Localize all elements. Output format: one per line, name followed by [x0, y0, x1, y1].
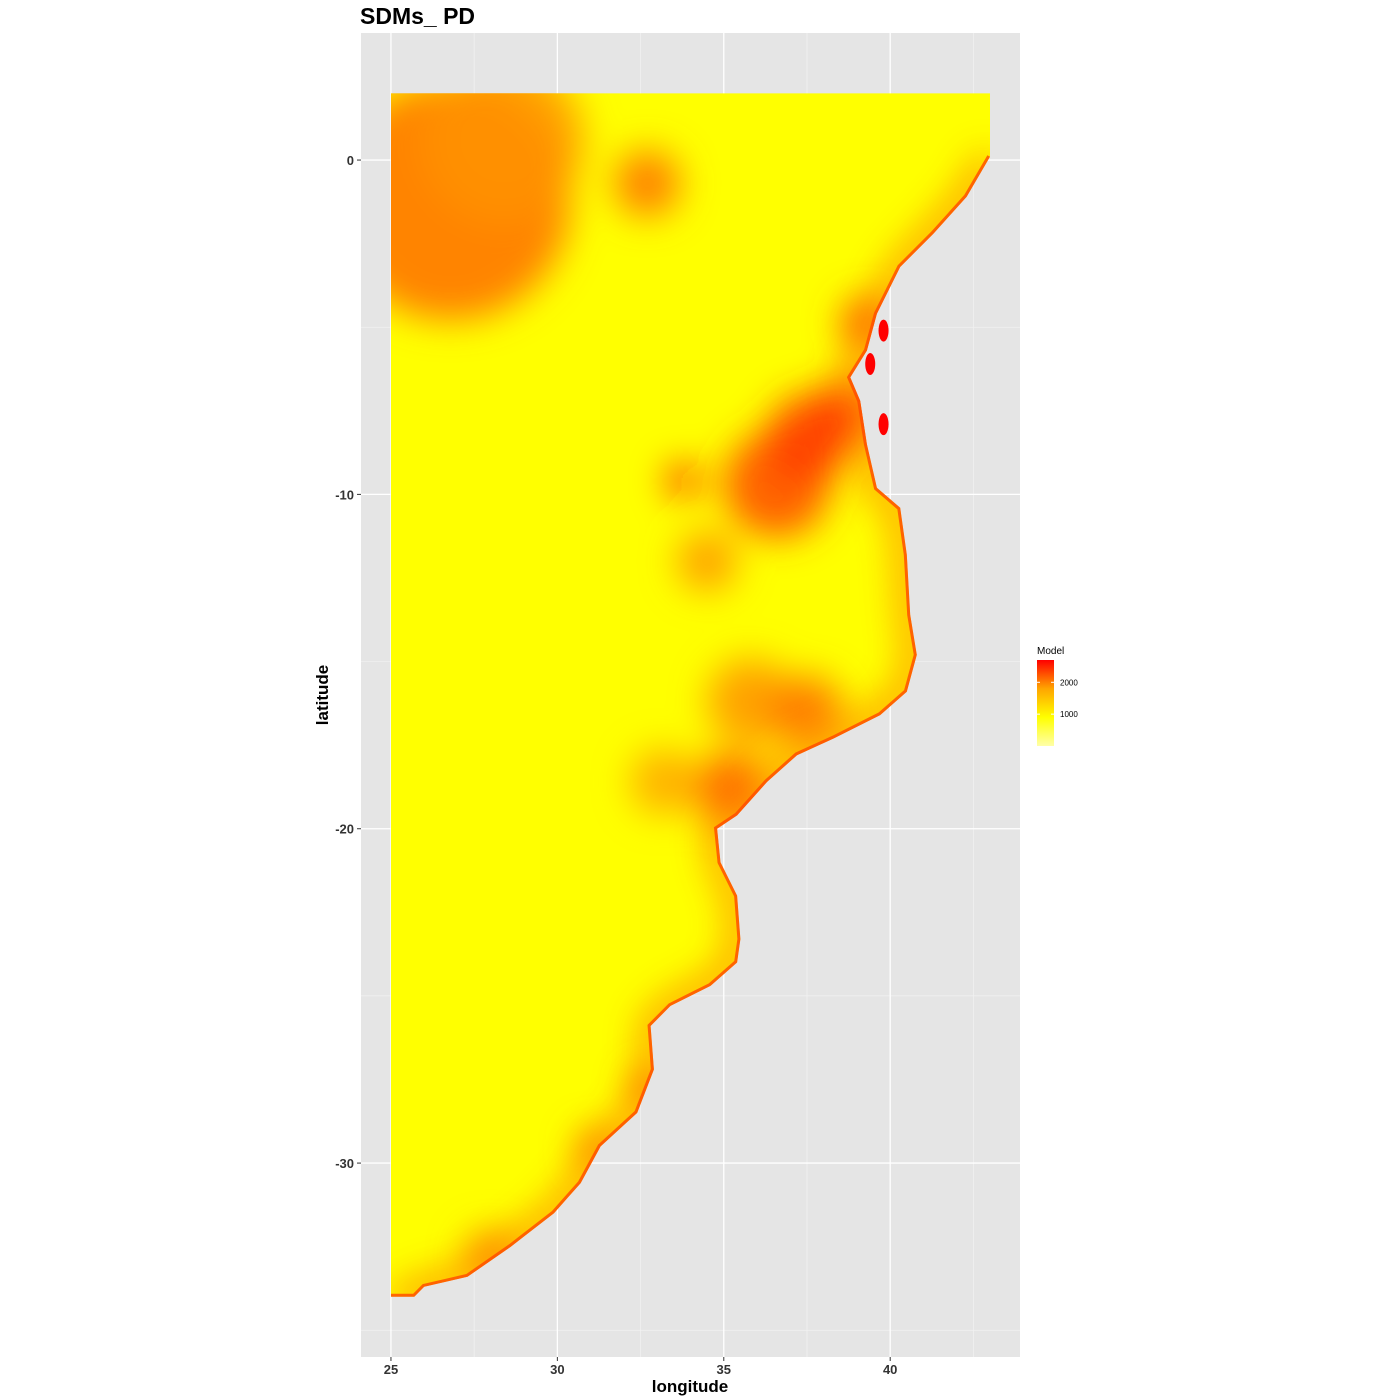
y-tick-label: -20: [335, 822, 354, 837]
legend: Model 2000 1000: [1037, 646, 1078, 746]
legend-title: Model: [1037, 646, 1064, 657]
land-area: [391, 93, 990, 1297]
hotspot-layer: [391, 93, 894, 1284]
hotspot: [770, 674, 844, 749]
island: [865, 353, 876, 375]
x-tick-label: 40: [883, 1362, 897, 1377]
hotspot: [707, 658, 794, 746]
legend-colorbar: [1037, 660, 1054, 746]
x-axis-title: longitude: [652, 1377, 728, 1396]
legend-ticks: 2000 1000: [1037, 678, 1078, 719]
hotspot: [630, 748, 698, 816]
island: [878, 319, 889, 342]
x-tick-label: 35: [717, 1362, 731, 1377]
hotspot: [677, 531, 738, 592]
y-axis-ticks: 0 -10 -20 -30: [335, 153, 361, 1171]
y-tick-label: -10: [335, 487, 354, 502]
hotspot: [613, 150, 681, 217]
hotspot: [667, 464, 701, 498]
y-tick-label: 0: [347, 153, 354, 168]
y-tick-label: -30: [335, 1156, 354, 1171]
legend-label: 2000: [1060, 678, 1078, 687]
x-tick-label: 30: [550, 1362, 564, 1377]
raster-layer: [391, 93, 990, 1297]
chart-title: SDMs_ PD: [360, 3, 475, 29]
y-axis-title: latitude: [313, 665, 332, 725]
island: [878, 413, 889, 436]
x-tick-label: 25: [384, 1362, 398, 1377]
x-axis-ticks: 25 30 35 40: [384, 1357, 897, 1377]
legend-label: 1000: [1060, 710, 1078, 719]
hotspot: [424, 93, 584, 221]
